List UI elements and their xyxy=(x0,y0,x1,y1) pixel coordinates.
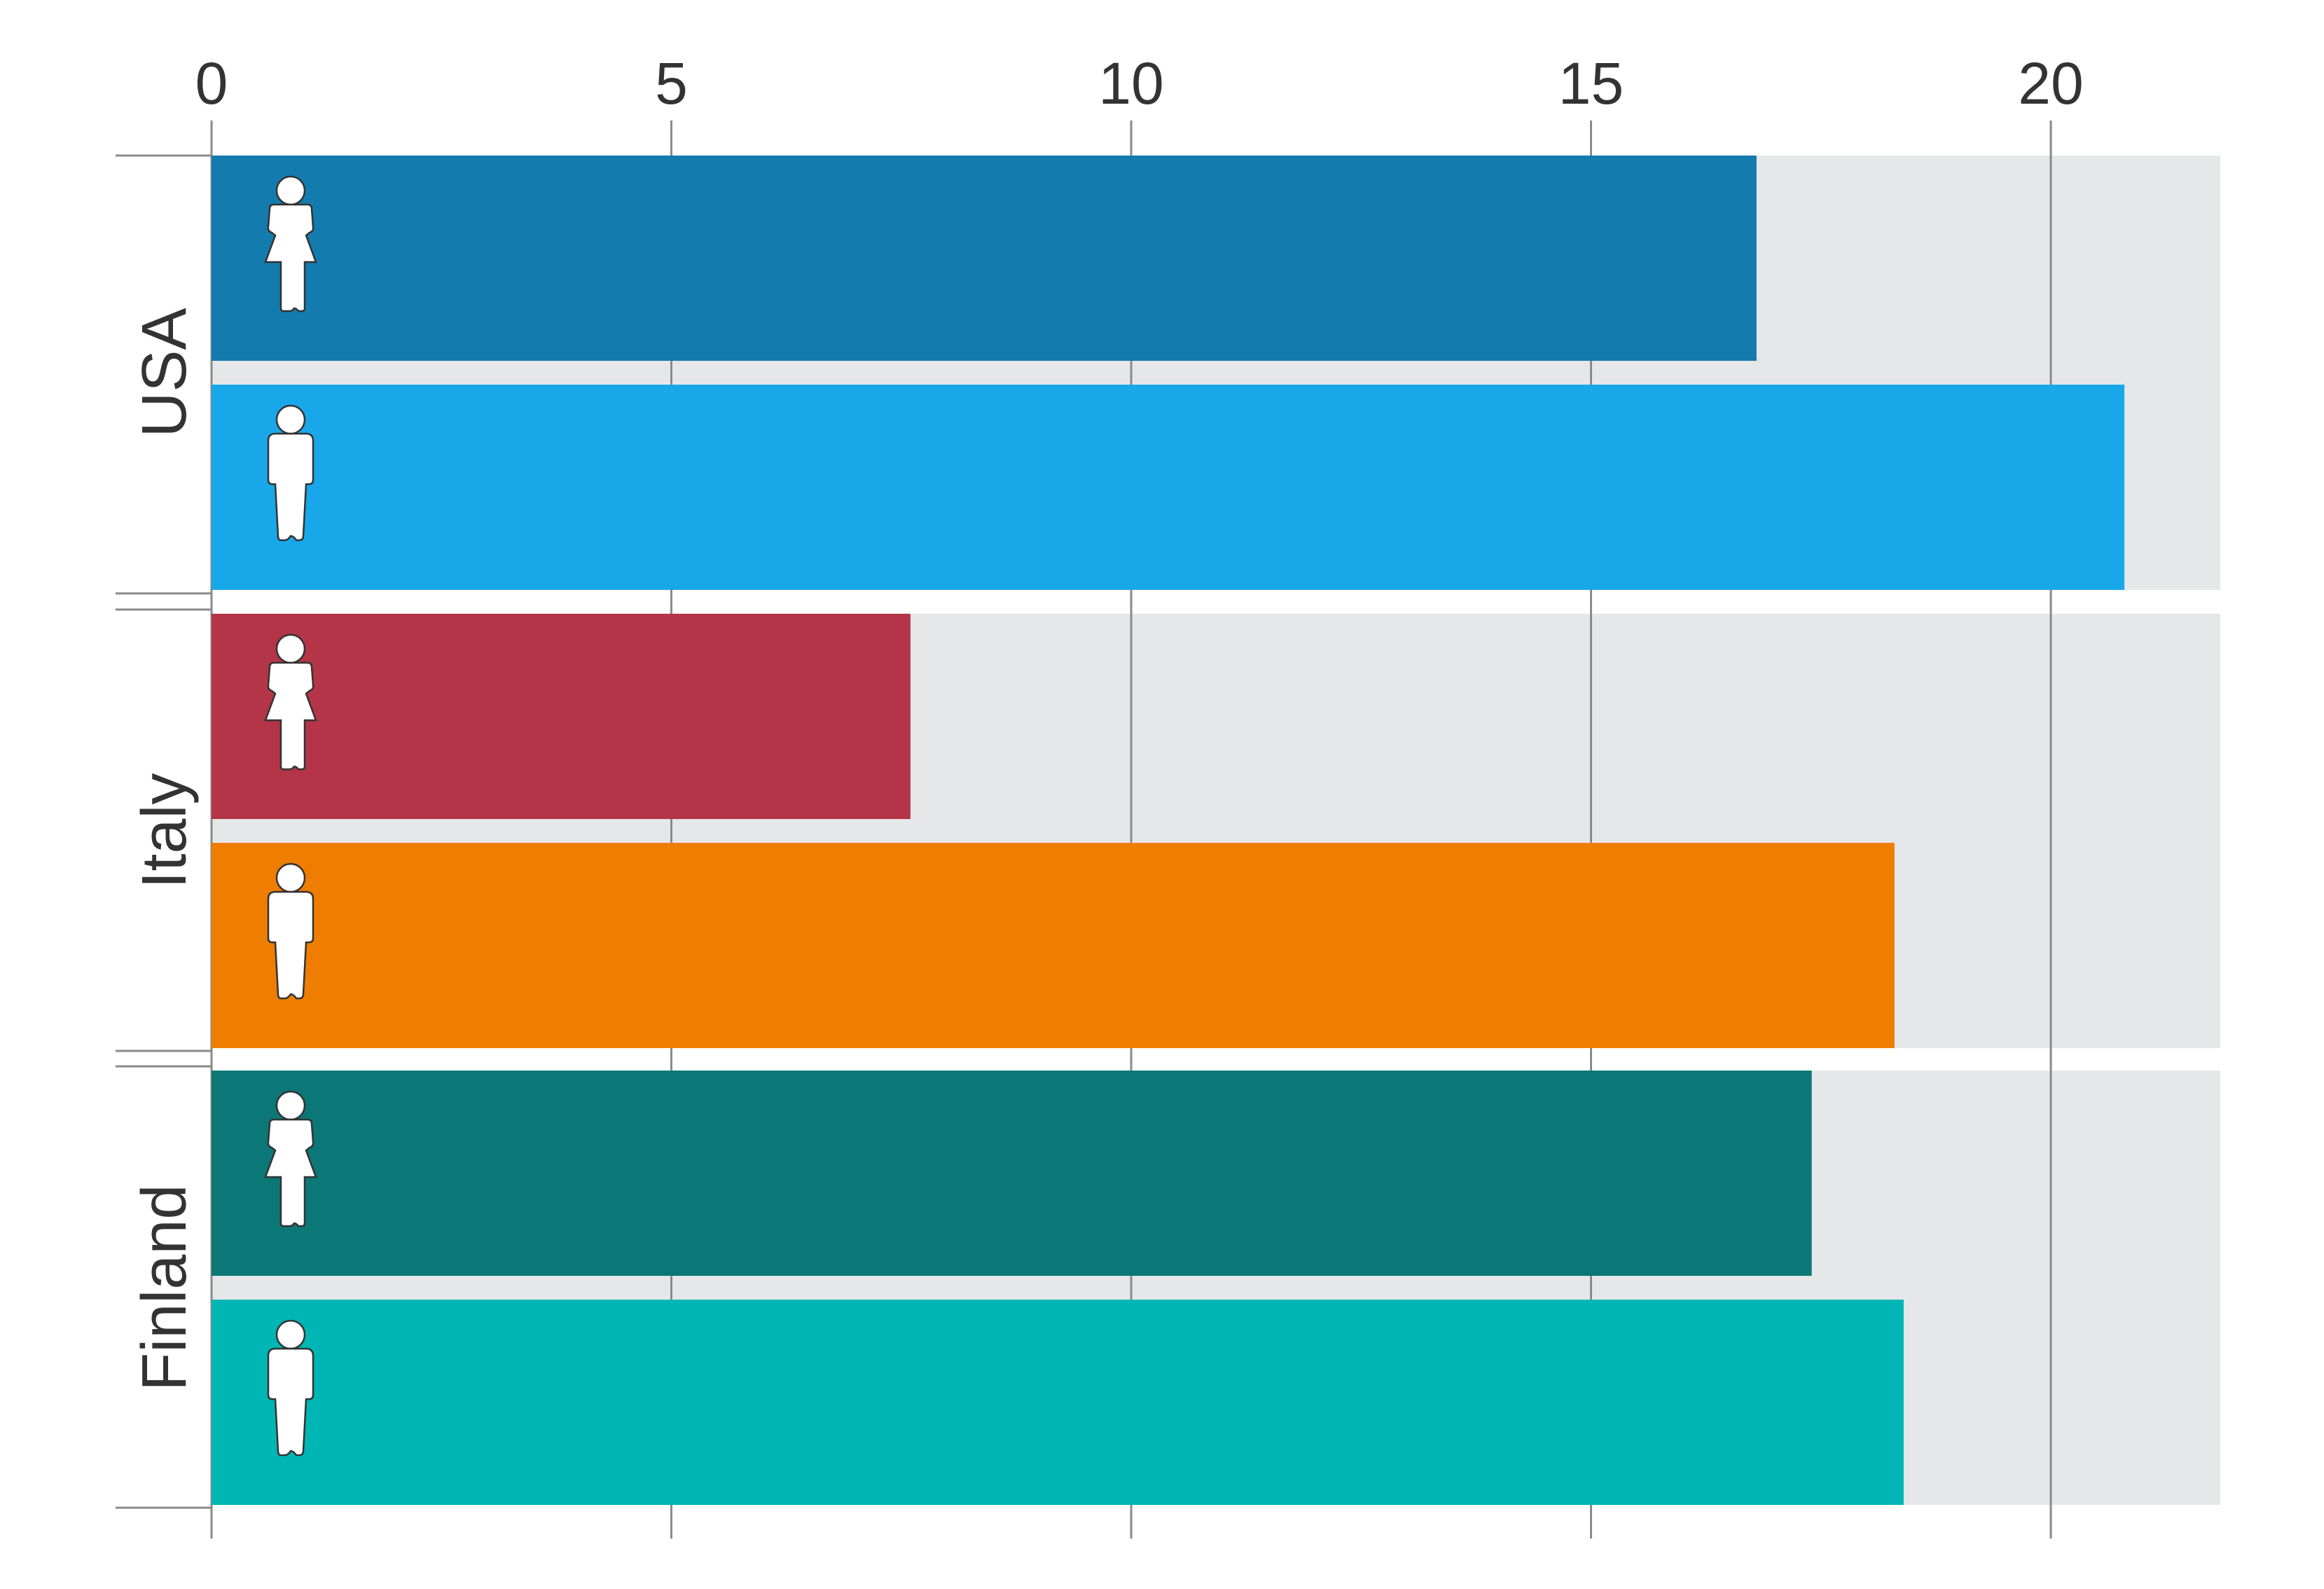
bars xyxy=(212,156,2125,1505)
finland-female-icon-body xyxy=(264,1118,317,1227)
category-label-finland: Finland xyxy=(130,1184,200,1391)
category-separator-ticks xyxy=(116,154,212,1509)
x-tick-label-10: 10 xyxy=(1098,50,1163,116)
category-label-usa: USA xyxy=(130,308,200,437)
italy-female-icon xyxy=(264,633,317,771)
bar-italy-female xyxy=(212,614,911,819)
usa-male-icon-body xyxy=(267,432,314,542)
usa-female-icon-head xyxy=(275,175,306,206)
italy-male-icon xyxy=(267,862,314,1000)
usa-female-icon xyxy=(264,175,317,312)
italy-female-icon-head xyxy=(275,633,306,664)
x-tick-label-15: 15 xyxy=(1558,50,1624,116)
x-axis-tick-labels: 0 5 10 15 20 xyxy=(195,50,2084,116)
usa-female-icon-body xyxy=(264,203,317,312)
bar-usa-female xyxy=(212,156,1757,361)
italy-female-icon-body xyxy=(264,661,317,771)
category-labels: USA Italy Finland xyxy=(130,308,200,1391)
finland-male-icon xyxy=(267,1319,314,1457)
person-icons xyxy=(264,175,317,1457)
x-tick-label-20: 20 xyxy=(2018,50,2083,116)
category-label-italy: Italy xyxy=(130,773,200,888)
usa-male-icon-head xyxy=(275,404,306,435)
bar-usa-male xyxy=(212,385,2125,590)
finland-male-icon-body xyxy=(267,1347,314,1457)
x-tick-label-5: 5 xyxy=(655,50,688,116)
italy-male-icon-head xyxy=(275,862,306,893)
italy-male-icon-body xyxy=(267,890,314,1000)
bar-finland-female xyxy=(212,1071,1812,1276)
usa-male-icon xyxy=(267,404,314,542)
finland-female-icon-head xyxy=(275,1090,306,1121)
x-tick-label-0: 0 xyxy=(195,50,228,116)
finland-male-icon-head xyxy=(275,1319,306,1350)
finland-female-icon xyxy=(264,1090,317,1227)
bar-italy-male xyxy=(212,843,1895,1048)
bar-finland-male xyxy=(212,1300,1904,1505)
